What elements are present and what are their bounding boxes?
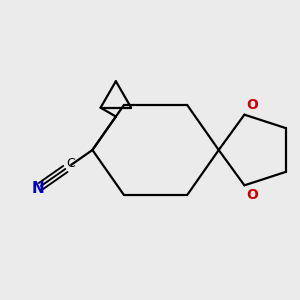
Text: O: O [246, 98, 258, 112]
Text: O: O [246, 188, 258, 202]
Text: C: C [67, 158, 76, 170]
Text: N: N [31, 181, 44, 196]
